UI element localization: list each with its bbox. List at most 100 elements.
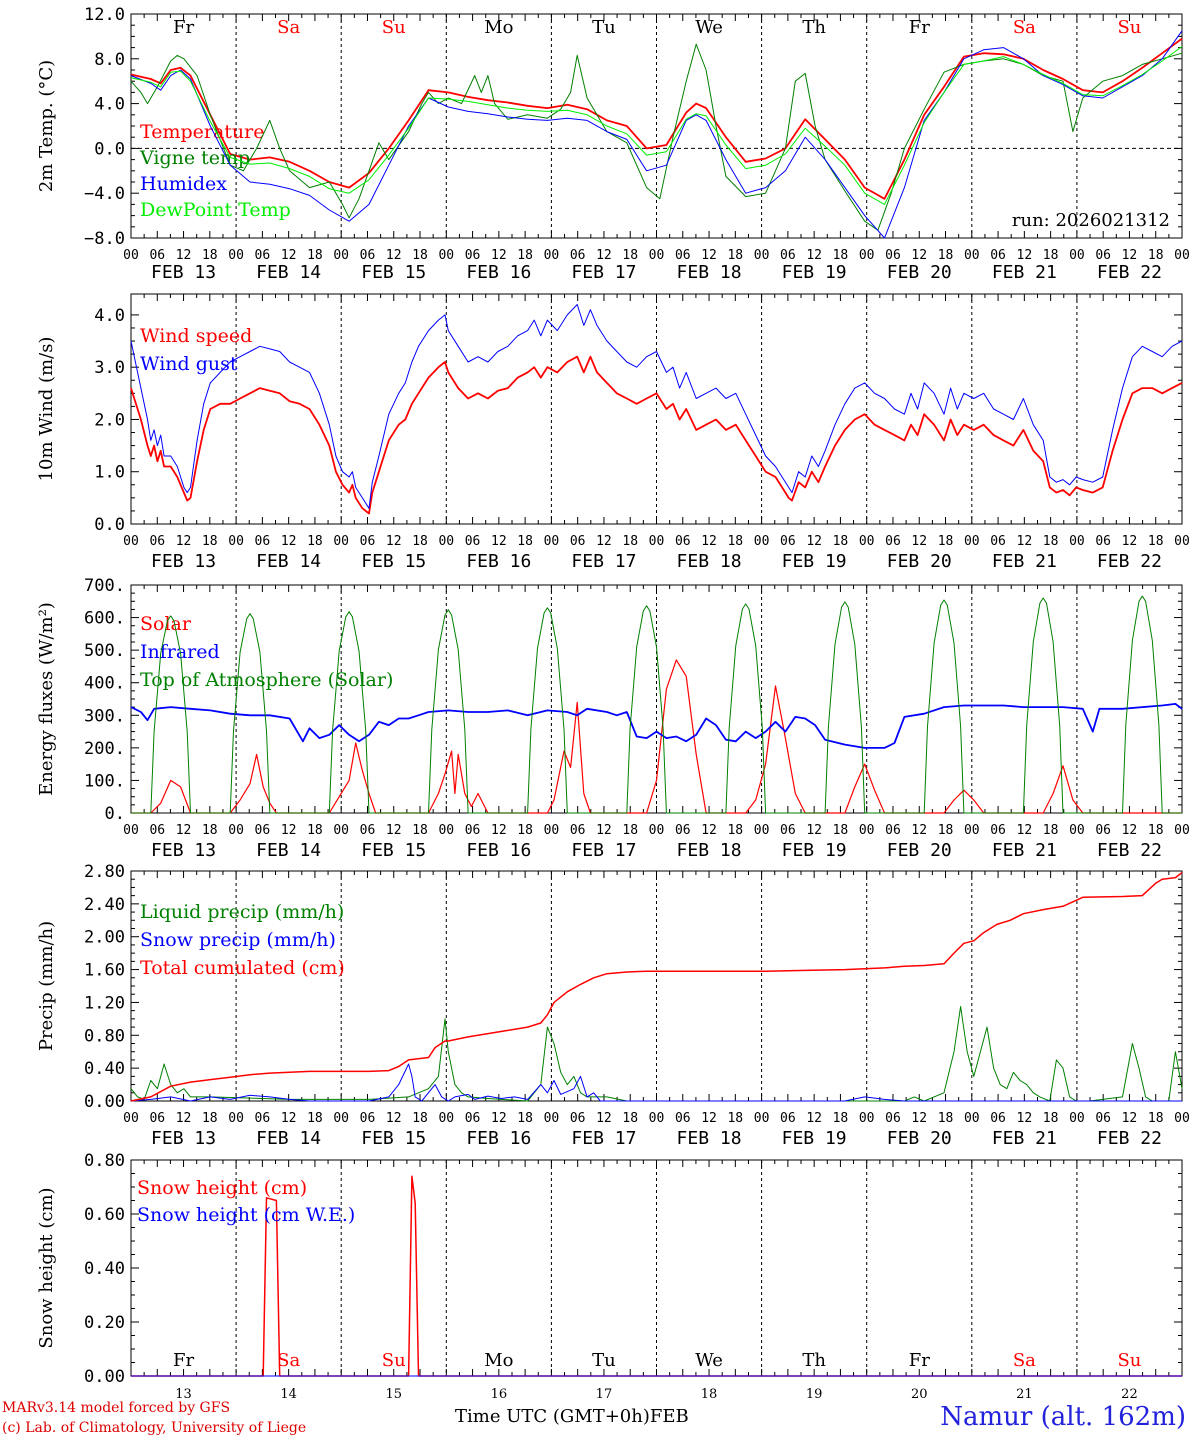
wind-hour-label: 12 — [491, 534, 507, 549]
temp-hour-label: 00 — [649, 248, 665, 263]
precip-hour-label: 06 — [360, 1111, 376, 1126]
wind-hour-label: 00 — [333, 534, 349, 549]
wind-date-label: FEB 21 — [992, 551, 1057, 572]
precip-hour-label: 00 — [964, 1111, 980, 1126]
wind-hour-label: 00 — [859, 534, 875, 549]
precip-hour-label: 00 — [649, 1111, 665, 1126]
wind-date-label: FEB 15 — [361, 551, 426, 572]
energy-hour-label: 12 — [491, 823, 507, 838]
temp-hour-label: 00 — [228, 248, 244, 263]
wind-hour-label: 12 — [386, 534, 402, 549]
energy-hour-label: 06 — [990, 823, 1006, 838]
temp-hour-label: 00 — [438, 248, 454, 263]
temp-hour-label: 00 — [544, 248, 560, 263]
temp-hour-label: 00 — [754, 248, 770, 263]
wind-date-label: FEB 19 — [782, 551, 847, 572]
temp-y-tick-label: 12.0 — [84, 5, 125, 25]
energy-legend-entry: Top of Atmosphere (Solar) — [140, 669, 393, 691]
day-number-label: 13 — [175, 1387, 192, 1402]
precip-hour-label: 00 — [544, 1111, 560, 1126]
weekday-label-bottom: Tu — [592, 1350, 616, 1371]
weekday-label-top: Sa — [1013, 17, 1036, 38]
wind-hour-label: 12 — [176, 534, 192, 549]
energy-hour-label: 06 — [255, 823, 271, 838]
energy-y-tick-label: 500. — [84, 641, 125, 661]
energy-series-infrared — [130, 703, 1183, 749]
temp-hour-label: 12 — [1017, 248, 1033, 263]
temp-hour-label: 00 — [123, 248, 139, 263]
wind-legend-entry: Wind speed — [140, 325, 252, 347]
snow-y-tick-label: 0.00 — [84, 1367, 125, 1387]
energy-y-tick-label: 100. — [84, 771, 125, 791]
precip-legend-entry: Liquid precip (mm/h) — [140, 901, 344, 923]
wind-date-label: FEB 22 — [1097, 551, 1162, 572]
weekday-label-bottom: Th — [802, 1350, 826, 1371]
weekday-label-top: Fr — [173, 17, 194, 38]
precip-hour-label: 12 — [806, 1111, 822, 1126]
temp-hour-label: 12 — [911, 248, 927, 263]
temp-hour-label: 18 — [938, 248, 954, 263]
temp-series-vigne-temp — [130, 43, 1183, 231]
precip-y-tick-label: 1.60 — [84, 961, 125, 981]
precip-date-label: FEB 21 — [992, 1128, 1057, 1149]
wind-date-label: FEB 18 — [677, 551, 742, 572]
energy-hour-label: 18 — [517, 823, 533, 838]
energy-hour-label: 00 — [1069, 823, 1085, 838]
temp-hour-label: 18 — [622, 248, 638, 263]
energy-hour-label: 00 — [649, 823, 665, 838]
precip-date-label: FEB 14 — [256, 1128, 321, 1149]
precip-hour-label: 06 — [1095, 1111, 1111, 1126]
day-number-label: 21 — [1016, 1387, 1033, 1402]
wind-date-label: FEB 16 — [466, 551, 531, 572]
temp-date-label: FEB 13 — [151, 262, 216, 283]
energy-hour-label: 00 — [859, 823, 875, 838]
weekday-label-bottom: Su — [382, 1350, 406, 1371]
precip-y-tick-label: 2.80 — [84, 862, 125, 882]
precip-y-tick-label: 0.40 — [84, 1059, 125, 1079]
temp-hour-label: 00 — [964, 248, 980, 263]
energy-date-label: FEB 22 — [1097, 840, 1162, 861]
wind-hour-label: 18 — [1043, 534, 1059, 549]
day-number-label: 19 — [806, 1387, 823, 1402]
wind-hour-label: 06 — [1095, 534, 1111, 549]
temp-hour-label: 18 — [727, 248, 743, 263]
temp-legend-entry: Vigne temp — [139, 147, 250, 169]
weekday-label-top: Mo — [484, 17, 513, 38]
energy-hour-label: 18 — [833, 823, 849, 838]
precip-hour-label: 12 — [1122, 1111, 1138, 1126]
temp-series-humidex — [130, 30, 1183, 239]
wind-hour-label: 06 — [255, 534, 271, 549]
temp-y-tick-label: −4.0 — [84, 184, 125, 204]
temp-hour-label: 18 — [412, 248, 428, 263]
temp-hour-label: 06 — [465, 248, 481, 263]
wind-hour-label: 18 — [517, 534, 533, 549]
temp-series-dewpoint-temp — [130, 46, 1183, 205]
precip-hour-label: 12 — [596, 1111, 612, 1126]
weekday-label-top: Su — [382, 17, 406, 38]
energy-y-tick-label: 600. — [84, 609, 125, 629]
wind-legend-entry: Wind gust — [140, 353, 238, 375]
temp-hour-label: 06 — [255, 248, 271, 263]
energy-series-top-of-atmosphere-solar — [131, 595, 1182, 814]
wind-hour-label: 06 — [990, 534, 1006, 549]
temp-date-label: FEB 21 — [992, 262, 1057, 283]
snow-y-axis-label: Snow height (cm) — [36, 1187, 57, 1348]
precip-y-tick-label: 2.40 — [84, 895, 125, 915]
energy-hour-label: 12 — [806, 823, 822, 838]
energy-y-tick-label: 700. — [84, 576, 125, 596]
temp-date-label: FEB 19 — [782, 262, 847, 283]
temp-hour-label: 00 — [1069, 248, 1085, 263]
x-axis-month: FEB — [649, 1406, 689, 1427]
energy-hour-label: 00 — [1174, 823, 1190, 838]
temp-hour-label: 06 — [1095, 248, 1111, 263]
precip-hour-label: 18 — [307, 1111, 323, 1126]
temp-hour-label: 00 — [859, 248, 875, 263]
temp-hour-label: 06 — [570, 248, 586, 263]
temp-date-label: FEB 20 — [887, 262, 952, 283]
wind-hour-label: 18 — [307, 534, 323, 549]
temp-hour-label: 18 — [517, 248, 533, 263]
precip-hour-label: 00 — [333, 1111, 349, 1126]
temp-legend-entry: Humidex — [140, 173, 227, 195]
precip-hour-label: 18 — [938, 1111, 954, 1126]
weekday-label-bottom: Sa — [1013, 1350, 1036, 1371]
